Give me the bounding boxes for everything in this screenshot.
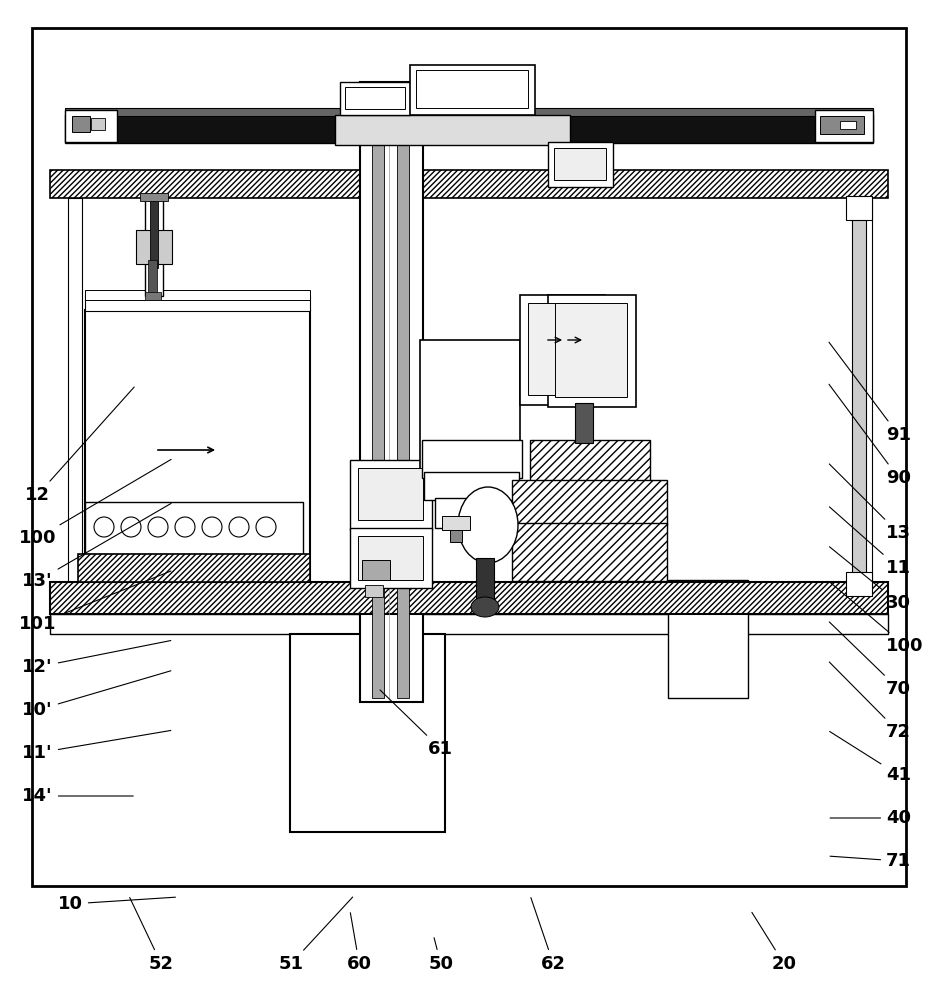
- Bar: [668, 580, 748, 698]
- Bar: [85, 290, 310, 300]
- Text: 62: 62: [531, 898, 566, 973]
- Bar: [72, 116, 90, 132]
- Bar: [91, 118, 105, 130]
- Bar: [840, 121, 856, 129]
- Bar: [858, 198, 872, 582]
- Bar: [140, 193, 168, 201]
- Text: 10': 10': [23, 671, 171, 719]
- Bar: [416, 70, 528, 108]
- Bar: [85, 310, 310, 582]
- Text: 61: 61: [380, 690, 453, 758]
- Bar: [820, 116, 864, 134]
- Text: 90: 90: [829, 384, 911, 487]
- Bar: [450, 530, 462, 542]
- Bar: [554, 148, 606, 180]
- Bar: [548, 142, 613, 187]
- Text: 13': 13': [23, 503, 171, 590]
- Text: 91: 91: [829, 342, 911, 444]
- Text: 13: 13: [829, 464, 911, 542]
- Bar: [358, 468, 423, 520]
- Bar: [145, 292, 161, 300]
- Circle shape: [94, 517, 114, 537]
- Text: 20: 20: [752, 912, 796, 973]
- Bar: [68, 198, 82, 582]
- Bar: [512, 523, 667, 581]
- Text: 50: 50: [429, 938, 453, 973]
- Text: 11': 11': [23, 730, 171, 762]
- Text: 12: 12: [25, 387, 134, 504]
- Ellipse shape: [458, 487, 518, 563]
- Bar: [148, 260, 157, 295]
- Bar: [422, 440, 522, 478]
- Text: 10: 10: [58, 895, 175, 913]
- Bar: [50, 614, 888, 634]
- Bar: [846, 196, 872, 220]
- Bar: [50, 170, 888, 198]
- Bar: [150, 196, 158, 268]
- Text: 60: 60: [347, 913, 371, 973]
- Text: 41: 41: [830, 731, 911, 784]
- Bar: [528, 303, 596, 395]
- Bar: [435, 498, 503, 528]
- Bar: [410, 65, 535, 115]
- Bar: [362, 560, 390, 580]
- Bar: [340, 82, 410, 115]
- Bar: [85, 295, 310, 311]
- Text: 40: 40: [830, 809, 911, 827]
- Bar: [50, 582, 888, 614]
- Bar: [846, 572, 872, 596]
- Text: 100: 100: [829, 582, 924, 655]
- Bar: [65, 115, 873, 143]
- Bar: [145, 198, 163, 296]
- Bar: [365, 585, 383, 597]
- Bar: [575, 403, 593, 443]
- Bar: [442, 516, 470, 530]
- Bar: [424, 472, 519, 500]
- Bar: [78, 582, 310, 600]
- Bar: [420, 340, 520, 475]
- Circle shape: [229, 517, 249, 537]
- Bar: [350, 460, 432, 530]
- Text: 71: 71: [830, 852, 911, 870]
- Circle shape: [175, 517, 195, 537]
- Circle shape: [256, 517, 276, 537]
- Bar: [548, 295, 636, 407]
- Text: 100: 100: [19, 459, 171, 547]
- Bar: [360, 82, 423, 702]
- Bar: [345, 87, 405, 109]
- Bar: [65, 108, 873, 116]
- Text: 52: 52: [129, 898, 174, 973]
- Text: 51: 51: [279, 897, 353, 973]
- Bar: [136, 230, 172, 264]
- Bar: [335, 115, 570, 145]
- Text: 72: 72: [829, 662, 911, 741]
- Bar: [476, 558, 494, 606]
- Bar: [397, 90, 409, 698]
- Bar: [512, 480, 667, 525]
- Bar: [290, 634, 445, 832]
- Bar: [530, 440, 650, 482]
- Bar: [815, 110, 873, 142]
- Bar: [372, 90, 384, 698]
- Text: 14': 14': [23, 787, 133, 805]
- Bar: [358, 536, 423, 580]
- Bar: [520, 295, 605, 405]
- Bar: [350, 528, 432, 588]
- Bar: [78, 554, 310, 582]
- Text: 11: 11: [829, 507, 911, 577]
- Bar: [32, 28, 906, 886]
- Bar: [356, 82, 426, 104]
- Text: 30: 30: [829, 547, 911, 612]
- Bar: [555, 303, 627, 397]
- Ellipse shape: [471, 597, 499, 617]
- Circle shape: [202, 517, 222, 537]
- Bar: [65, 110, 117, 142]
- Bar: [852, 200, 866, 582]
- Text: 101: 101: [19, 571, 171, 633]
- Text: 12': 12': [23, 641, 171, 676]
- Bar: [85, 502, 303, 554]
- Circle shape: [121, 517, 141, 537]
- Circle shape: [148, 517, 168, 537]
- Text: 70: 70: [829, 622, 911, 698]
